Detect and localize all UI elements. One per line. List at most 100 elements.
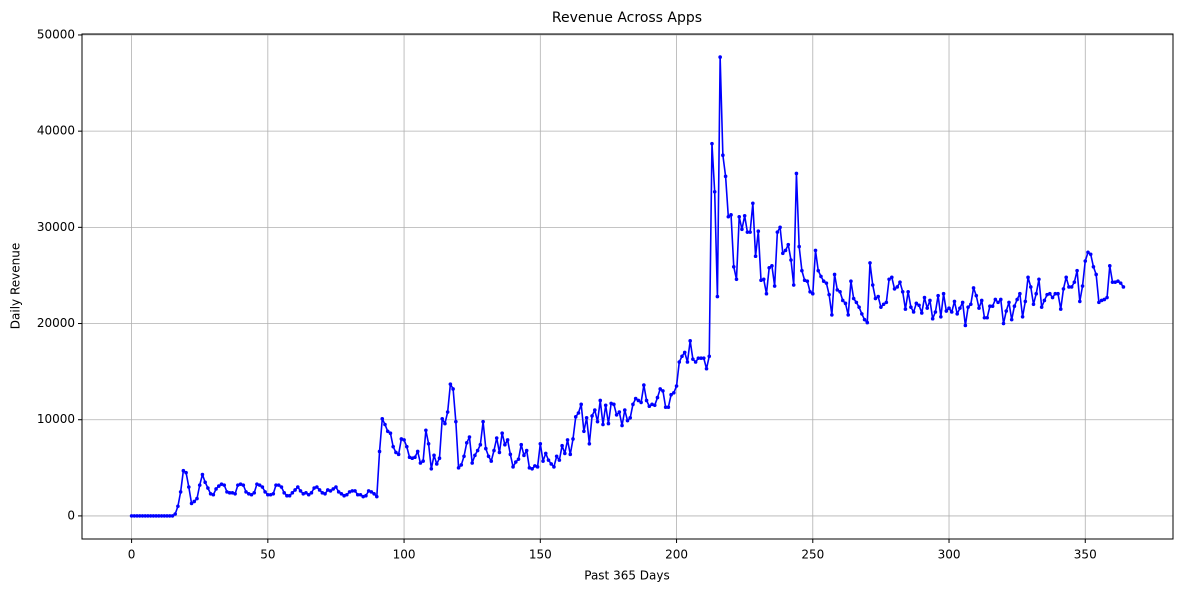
point	[331, 487, 336, 491]
point	[203, 480, 207, 485]
point	[669, 392, 673, 397]
point	[813, 248, 818, 253]
point	[1053, 291, 1058, 296]
point	[1042, 298, 1047, 303]
point	[704, 366, 709, 371]
point	[898, 280, 902, 284]
point	[366, 489, 371, 493]
point	[306, 492, 311, 497]
point	[312, 486, 316, 490]
point	[1116, 279, 1120, 284]
point	[404, 444, 409, 449]
point	[1026, 275, 1030, 280]
point	[682, 350, 687, 355]
point	[500, 431, 504, 435]
point	[1097, 300, 1101, 305]
point	[268, 492, 273, 497]
point	[230, 491, 235, 495]
point	[958, 306, 962, 310]
y-tick-label: 40000	[37, 124, 75, 138]
point	[824, 281, 829, 285]
point	[800, 268, 804, 273]
point	[647, 404, 652, 409]
point	[497, 450, 502, 455]
x-tick-label: 50	[260, 548, 275, 562]
point	[249, 492, 254, 497]
point	[135, 514, 139, 518]
x-tick-label: 300	[938, 548, 961, 562]
point	[1009, 317, 1014, 322]
point	[527, 466, 532, 470]
point	[394, 450, 398, 455]
point	[650, 402, 654, 407]
point	[832, 272, 837, 277]
point	[870, 283, 875, 287]
point	[603, 403, 608, 408]
point	[843, 301, 848, 306]
point	[1067, 285, 1071, 289]
x-tick-label: 200	[665, 548, 688, 562]
point	[849, 279, 853, 284]
point	[786, 242, 791, 247]
point	[707, 354, 712, 359]
point	[418, 461, 423, 465]
point	[917, 303, 921, 308]
point	[309, 491, 314, 495]
point	[377, 449, 382, 454]
point	[587, 441, 592, 446]
point	[1072, 280, 1077, 284]
point	[963, 323, 968, 328]
point	[1107, 264, 1112, 268]
point	[680, 354, 684, 359]
point	[791, 283, 796, 287]
point	[712, 189, 717, 194]
point	[890, 275, 894, 280]
point	[742, 214, 747, 218]
point	[810, 291, 815, 296]
point	[516, 457, 521, 461]
x-tick-label: 0	[128, 548, 136, 562]
point	[285, 493, 289, 498]
point	[767, 265, 771, 270]
point	[361, 494, 365, 499]
point	[554, 454, 559, 459]
point	[424, 428, 428, 433]
point	[530, 466, 534, 471]
point	[1099, 298, 1104, 303]
point	[524, 448, 529, 453]
point	[494, 436, 499, 440]
point	[271, 491, 276, 496]
point	[625, 418, 630, 423]
point	[372, 491, 376, 496]
point	[358, 492, 363, 497]
point	[966, 305, 970, 309]
point	[944, 309, 949, 313]
point	[290, 491, 295, 495]
point	[241, 483, 246, 487]
point	[407, 455, 412, 460]
point	[606, 421, 611, 426]
point	[941, 291, 946, 296]
point	[426, 441, 431, 446]
point	[1018, 291, 1022, 296]
point	[429, 466, 434, 471]
point	[911, 310, 916, 314]
point	[454, 419, 458, 424]
point	[862, 317, 867, 322]
x-tick-label: 150	[529, 548, 552, 562]
point	[1058, 307, 1063, 311]
point	[353, 489, 357, 493]
point	[437, 456, 442, 461]
point	[456, 466, 461, 470]
point	[421, 459, 425, 463]
point	[492, 448, 496, 453]
point	[165, 514, 169, 518]
point	[505, 438, 510, 442]
point	[350, 489, 355, 493]
point	[1061, 287, 1066, 291]
point	[576, 411, 581, 415]
point	[821, 279, 826, 284]
point	[1078, 299, 1082, 304]
point	[909, 305, 913, 309]
point	[1050, 295, 1055, 300]
